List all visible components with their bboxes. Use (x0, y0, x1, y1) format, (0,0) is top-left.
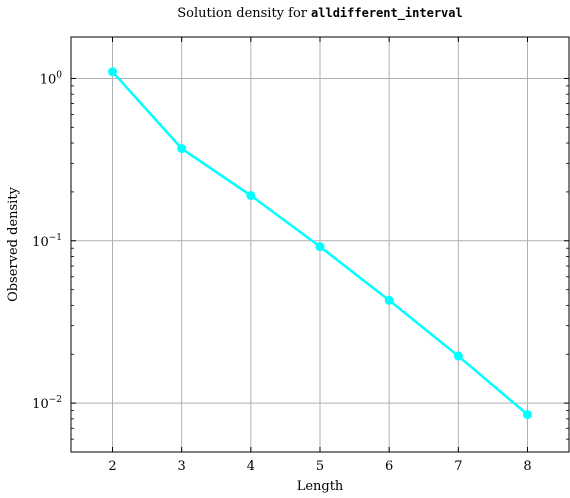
series-group (108, 67, 532, 420)
x-tick-label: 5 (316, 459, 324, 474)
data-point (315, 242, 325, 252)
data-point (177, 144, 187, 154)
chart-title-code: alldifferent_interval (311, 6, 463, 21)
x-axis-label: Length (297, 479, 344, 494)
axis-ticks: 2 3 4 5 6 7 8 100 10−1 10−2 (32, 37, 569, 474)
x-tick-label: 2 (108, 459, 116, 474)
y-tick-label: 10−2 (32, 395, 62, 412)
data-point (384, 295, 394, 305)
x-tick-label: 4 (247, 459, 255, 474)
grid (71, 37, 569, 452)
y-tick-label: 10−1 (32, 233, 62, 250)
x-tick-label: 6 (385, 459, 393, 474)
x-tick-label: 7 (454, 459, 462, 474)
y-axis-label: Observed density (6, 186, 21, 301)
chart-title: Solution density for alldifferent_interva… (177, 6, 462, 21)
x-tick-label: 3 (178, 459, 186, 474)
x-tick-label: 8 (523, 459, 531, 474)
data-point (453, 351, 463, 361)
data-point (523, 410, 532, 420)
y-tick-label: 100 (40, 70, 63, 87)
chart-title-prefix: Solution density for (177, 6, 308, 21)
data-point (108, 67, 117, 77)
data-point (246, 191, 256, 201)
